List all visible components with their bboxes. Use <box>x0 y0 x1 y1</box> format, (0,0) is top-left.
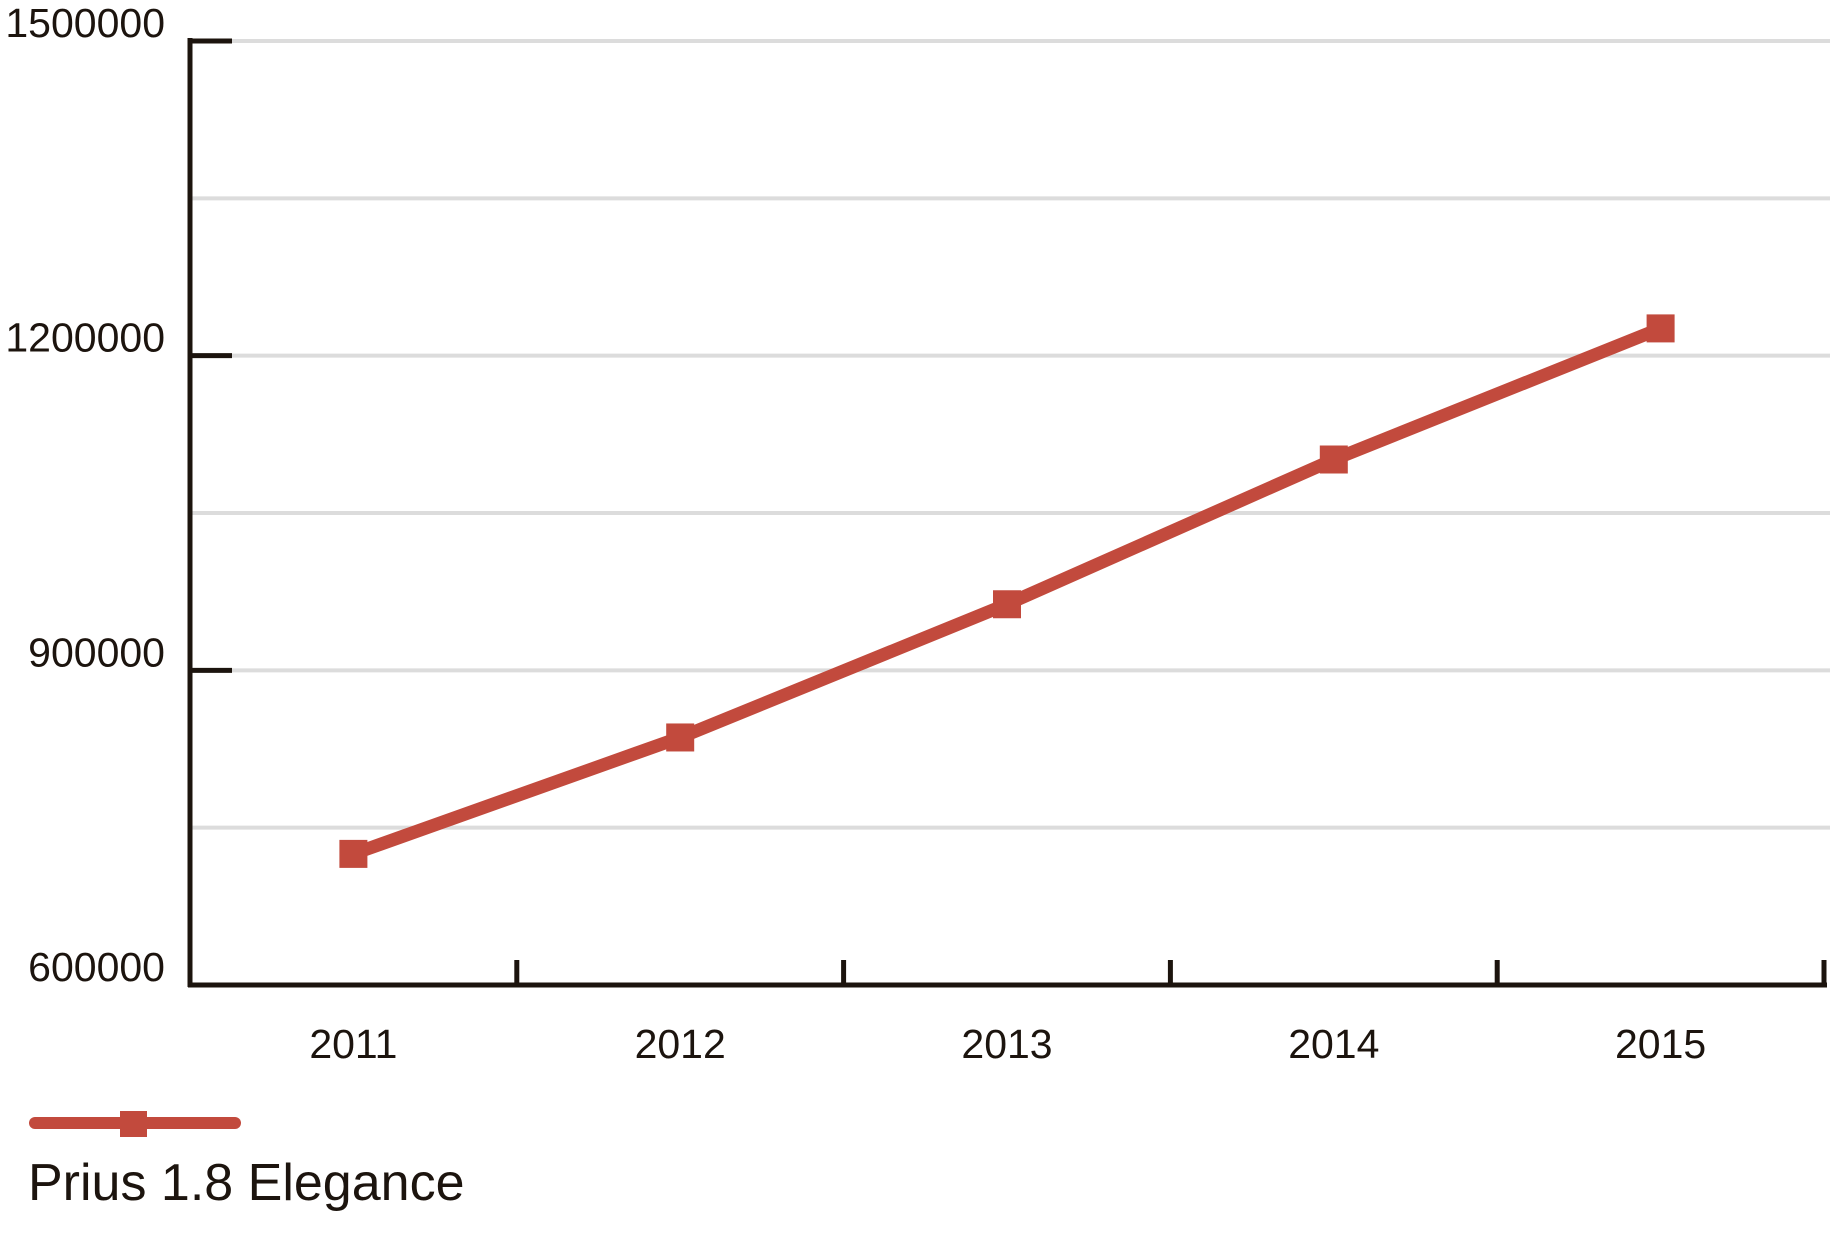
axes-layer <box>187 38 1827 988</box>
x-axis-tick-label-2014: 2014 <box>1288 1021 1379 1067</box>
data-point-marker-2012 <box>666 723 695 752</box>
y-axis-tick-label: 600000 <box>28 944 165 990</box>
x-axis-tick-label-2012: 2012 <box>635 1021 726 1067</box>
legend-label: Prius 1.8 Elegance <box>28 1154 465 1212</box>
data-point-marker-2015 <box>1646 314 1675 343</box>
legend-marker <box>120 1111 147 1137</box>
price-trend-line-chart: 600000 900000 1200000 1500000 2011 2012 2013 20… <box>5 0 1830 1067</box>
data-point-marker-2014 <box>1319 445 1348 474</box>
y-axis-tick-label: 900000 <box>28 629 165 675</box>
gridlines-layer <box>190 39 1830 830</box>
axis-labels-layer: 600000 900000 1200000 1500000 2011 2012 2013 20… <box>5 0 1706 1067</box>
y-axis-tick-label: 1200000 <box>5 315 165 361</box>
x-axis-tick-label-2015: 2015 <box>1615 1021 1706 1067</box>
data-point-marker-2013 <box>993 590 1021 619</box>
x-axis-tick-label-2011: 2011 <box>309 1021 397 1067</box>
x-axis-tick-label-2013: 2013 <box>961 1021 1052 1067</box>
legend-line-sample <box>29 1117 241 1129</box>
y-axis-tick-label: 1500000 <box>5 0 165 46</box>
series-layer <box>339 314 1675 868</box>
data-point-marker-2011 <box>339 839 368 868</box>
